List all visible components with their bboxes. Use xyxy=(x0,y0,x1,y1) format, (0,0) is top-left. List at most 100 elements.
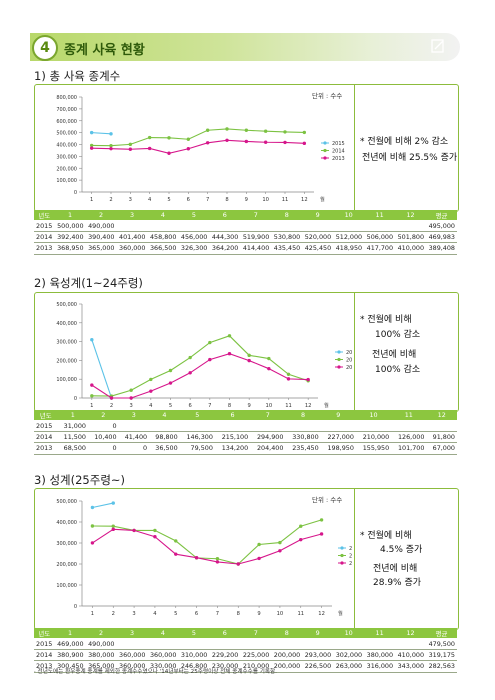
data-point-2014 xyxy=(302,130,307,135)
table-cell: 8 xyxy=(271,628,303,639)
data-point-2014 xyxy=(286,372,291,377)
data-point-2014 xyxy=(90,394,94,398)
table-cell: 6 xyxy=(214,410,251,421)
x-tick-label: 5 xyxy=(167,197,170,203)
legend-marker-2014 xyxy=(323,148,327,153)
table-cell: 226,500 xyxy=(302,660,334,673)
table-cell: 390,400 xyxy=(85,231,117,244)
table-cell: 506,000 xyxy=(364,231,396,244)
data-point-2013 xyxy=(283,140,287,145)
data-point-2013 xyxy=(89,146,94,150)
table-cell: 444,300 xyxy=(209,231,241,244)
document-icon xyxy=(431,39,444,53)
table-year-cell: 2014 xyxy=(34,649,55,662)
section-2-note-year-value: 100% 감소 xyxy=(375,365,421,375)
table-cell: 490,000 xyxy=(85,220,117,232)
x-tick-label: 5 xyxy=(169,403,172,409)
y-tick-label: 700,000 xyxy=(56,107,77,113)
table-cell: 0 xyxy=(118,442,150,455)
x-tick-label: 2 xyxy=(109,197,112,203)
table-cell: 2 xyxy=(88,410,119,421)
table-cell: 215,100 xyxy=(214,431,251,444)
legend-marker-2013 xyxy=(323,156,327,160)
table-cell xyxy=(214,420,251,432)
x-tick-label: 8 xyxy=(228,403,231,409)
table-cell: 512,000 xyxy=(333,231,365,244)
table-cell: 98,800 xyxy=(149,431,180,444)
section-1-unit: 단위 : 수수 xyxy=(312,92,343,100)
table-cell: 319,175 xyxy=(426,649,457,662)
legend-label-2015: 2015 xyxy=(332,141,345,147)
header-bar xyxy=(30,33,460,61)
table-row: 2014 11,500 10,400 41,400 98,800 146,300 215,1… xyxy=(34,431,457,444)
table-cell: 31,000 xyxy=(57,420,89,432)
x-axis-label: 월 xyxy=(338,609,343,617)
x-tick-label: 6 xyxy=(195,611,198,617)
data-point-2013 xyxy=(129,396,133,400)
legend-marker-2014 xyxy=(337,357,341,362)
table-cell: 282,563 xyxy=(426,660,457,673)
legend-label-2013: 2013 xyxy=(346,365,352,371)
x-tick-label: 2 xyxy=(112,611,115,617)
x-tick-label: 3 xyxy=(132,611,135,617)
section-2-chart-divider xyxy=(35,293,355,411)
table-cell xyxy=(118,420,150,432)
table-cell: 10 xyxy=(355,410,392,421)
table-cell: 414,400 xyxy=(240,242,272,255)
table-year-cell: 2015 xyxy=(34,420,58,432)
series-line-2014 xyxy=(92,519,322,565)
table-cell xyxy=(179,420,215,432)
table-cell: 9 xyxy=(320,410,356,421)
table-cell: 198,950 xyxy=(320,442,356,455)
data-point-2015 xyxy=(90,338,94,342)
table-row: 2014 392,400 390,400 401,400 458,800 456,000 4… xyxy=(34,231,457,244)
x-axis-label: 월 xyxy=(324,401,329,409)
data-point-2015 xyxy=(90,505,95,510)
y-tick-label: 600,000 xyxy=(56,119,77,125)
table-cell xyxy=(395,638,427,650)
table-cell: 360,000 xyxy=(147,649,179,662)
table-cell: 8 xyxy=(285,410,321,421)
table-cell: 7 xyxy=(240,210,272,221)
data-point-2014 xyxy=(90,524,95,528)
legend-marker-2013 xyxy=(337,365,341,369)
table-cell: 401,400 xyxy=(116,231,148,244)
table-cell: 418,950 xyxy=(333,242,365,255)
data-point-2013 xyxy=(153,535,157,539)
table-cell xyxy=(116,220,148,232)
data-point-2014 xyxy=(128,142,133,147)
section-3-note-month-value: 4.5% 증가 xyxy=(380,545,423,555)
data-point-2013 xyxy=(90,541,95,545)
x-tick-label: 1 xyxy=(90,403,93,409)
data-point-2013 xyxy=(247,358,251,363)
table-cell: 9 xyxy=(302,628,334,639)
section-1-note-year: 전년에 비해 25.5% 증가 xyxy=(362,153,458,163)
x-tick-label: 4 xyxy=(149,403,153,409)
x-tick-label: 7 xyxy=(216,611,219,617)
data-point-2014 xyxy=(111,524,115,528)
table-cell: 9 xyxy=(302,210,334,221)
y-tick-label: 100,000 xyxy=(56,178,77,184)
table-cell: 10 xyxy=(333,628,365,639)
data-point-2013 xyxy=(149,389,153,393)
data-point-2013 xyxy=(244,139,249,144)
legend-label-2014: 2014 xyxy=(349,553,352,559)
x-tick-label: 12 xyxy=(301,197,308,203)
table-cell: 417,700 xyxy=(364,242,396,255)
data-point-2013 xyxy=(147,146,152,151)
table-cell: 368,950 xyxy=(54,242,86,255)
table-cell: 294,900 xyxy=(250,431,286,444)
legend-label-2015: 2015 xyxy=(349,546,352,552)
table-cell: 155,950 xyxy=(355,442,392,455)
table-cell: 6 xyxy=(209,628,241,639)
data-point-2014 xyxy=(299,524,303,528)
data-point-2015 xyxy=(89,130,94,135)
table-cell: 200,000 xyxy=(271,649,303,662)
table-cell: 360,000 xyxy=(116,649,148,662)
table-cell xyxy=(240,638,272,650)
y-tick-label: 400,000 xyxy=(56,321,77,327)
data-point-2013 xyxy=(257,556,261,561)
table-year-cell: 2015 xyxy=(34,220,55,232)
table-cell: 11 xyxy=(364,210,396,221)
data-point-2014 xyxy=(278,540,282,545)
